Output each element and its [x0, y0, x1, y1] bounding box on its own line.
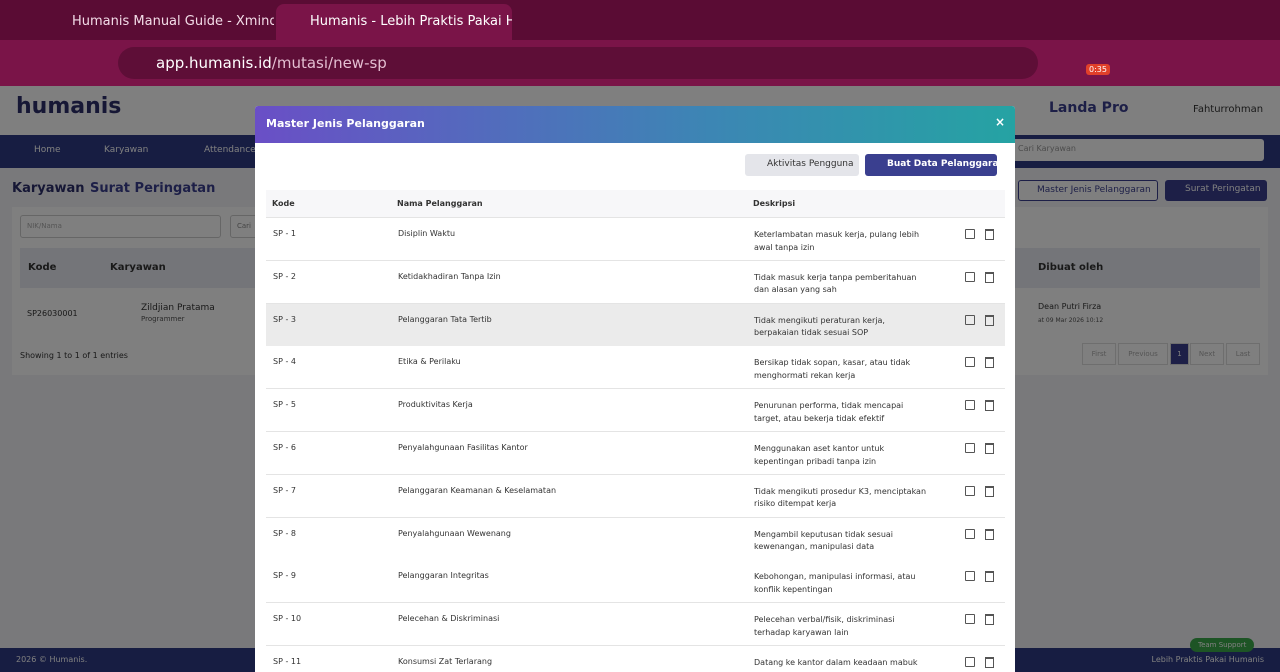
cell: SP - 5 [273, 400, 296, 410]
edit-icon[interactable] [965, 400, 975, 411]
delete-icon[interactable] [985, 314, 994, 326]
table-row[interactable] [266, 432, 1005, 475]
table-row[interactable] [266, 346, 1005, 390]
edit-icon[interactable] [965, 614, 975, 625]
cell: SP - 8 [273, 528, 296, 538]
tab-active[interactable]: Humanis - Lebih Praktis Pakai H [276, 4, 512, 40]
edit-icon[interactable] [965, 657, 975, 667]
cell: Ketidakhadiran Tanpa Izin [398, 271, 501, 281]
table-row[interactable] [266, 646, 1005, 672]
edit-icon[interactable] [965, 271, 975, 282]
cell: Produktivitas Kerja [398, 400, 473, 410]
table-header-row [266, 190, 1005, 218]
modal-header [255, 106, 1015, 143]
table-row[interactable] [266, 603, 1005, 647]
cell: Etika & Perilaku [398, 357, 461, 367]
url-host: app.humanis.id [156, 54, 272, 72]
table-row[interactable] [266, 303, 1005, 347]
cell: SP - 11 [273, 657, 302, 666]
button[interactable]: Aktivitas Pengguna [745, 154, 859, 176]
cell: Penurunan performa, tidak mencapai targe… [754, 401, 904, 423]
edit-icon[interactable] [965, 357, 975, 368]
column-header: Deskripsi [753, 199, 796, 208]
edit-icon[interactable] [965, 229, 975, 239]
delete-icon[interactable] [985, 485, 994, 497]
tab-strip [0, 0, 1280, 40]
delete-icon[interactable] [985, 614, 994, 626]
cell: Pelecehan verbal/fisik, diskriminasi ter… [754, 615, 895, 637]
delete-icon[interactable] [985, 229, 994, 240]
timer-badge: 0:35 [1086, 64, 1110, 75]
cell: Penyalahgunaan Fasilitas Kantor [398, 443, 528, 452]
cell: Disiplin Waktu [398, 229, 456, 238]
delete-icon[interactable] [985, 443, 994, 454]
tab[interactable]: Humanis Manual Guide - Xmind [72, 14, 274, 29]
edit-icon[interactable] [965, 528, 975, 539]
cell: Menggunakan aset kantor untuk kepentinga… [754, 444, 885, 466]
modal: Master Jenis Pelanggaran × Aktivitas Pengg… [255, 106, 1015, 672]
cell: SP - 3 [273, 314, 296, 324]
delete-icon[interactable] [985, 657, 994, 668]
cell: SP - 1 [273, 229, 296, 238]
cell: Konsumsi Zat Terlarang [398, 657, 493, 666]
table-row[interactable] [266, 260, 1005, 304]
modal-title: Master Jenis Pelanggaran [266, 117, 425, 130]
edit-icon[interactable] [965, 571, 975, 582]
column-header: Nama Pelanggaran [397, 199, 483, 208]
cell: Pelecehan & Diskriminasi [398, 614, 500, 624]
cell: Keterlambatan masuk kerja, pulang lebih … [754, 230, 920, 252]
button[interactable]: Buat Data Pelanggaran [865, 154, 1005, 176]
cell: Mengambil keputusan tidak sesuai kewenan… [754, 529, 894, 552]
address-bar[interactable]: app.humanis.id/mutasi/new-sp [118, 47, 1038, 79]
cell: Datang ke kantor dalam keadaan mabuk ata… [754, 658, 918, 672]
cell: Kebohongan, manipulasi informasi, atau k… [754, 572, 916, 594]
cell: Pelanggaran Keamanan & Keselamatan [398, 485, 557, 495]
cell: SP - 4 [273, 357, 296, 367]
column-header: Kode [272, 199, 295, 208]
cell: Tidak mengikuti peraturan kerja, berpaka… [754, 315, 885, 338]
cell: SP - 10 [273, 614, 302, 624]
cell: SP - 7 [273, 485, 296, 495]
delete-icon[interactable] [985, 400, 994, 412]
cell: SP - 2 [273, 271, 296, 281]
cell: SP - 9 [273, 571, 296, 581]
delete-icon[interactable] [985, 571, 994, 583]
edit-icon[interactable] [965, 443, 975, 453]
table-row[interactable] [266, 517, 1005, 561]
table-row[interactable] [266, 218, 1005, 261]
cell: Pelanggaran Integritas [398, 571, 489, 581]
delete-icon[interactable] [985, 528, 994, 540]
delete-icon[interactable] [985, 357, 994, 369]
cell: Tidak masuk kerja tanpa pemberitahuan da… [754, 272, 917, 295]
cell: Tidak mengikuti prosedur K3, menciptakan… [754, 486, 927, 509]
url-path: /mutasi/new-sp [271, 54, 387, 72]
table-row[interactable] [266, 560, 1005, 604]
table-row[interactable] [266, 474, 1005, 518]
cell: Penyalahgunaan Wewenang [398, 528, 511, 538]
edit-icon[interactable] [965, 314, 975, 325]
close-button[interactable]: × [995, 115, 1006, 129]
delete-icon[interactable] [985, 271, 994, 283]
cell: Pelanggaran Tata Tertib [398, 314, 492, 324]
edit-icon[interactable] [965, 485, 975, 496]
cell: SP - 6 [273, 443, 296, 452]
cell: Bersikap tidak sopan, kasar, atau tidak … [754, 358, 911, 380]
table-row[interactable] [266, 389, 1005, 433]
